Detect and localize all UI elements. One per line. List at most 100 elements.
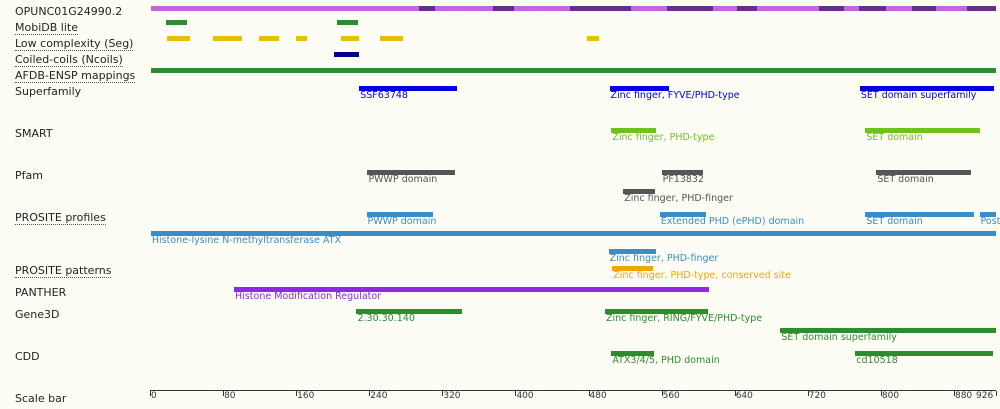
feature-label-prosite-profiles: Extended PHD (ePHD) domain: [660, 216, 805, 227]
feature-bar-pfam[interactable]: [661, 170, 703, 175]
track-label-ncoils[interactable]: Coiled-coils (Ncoils): [15, 53, 123, 67]
track-label-scale: Scale bar: [15, 392, 67, 405]
scale-tick: [442, 391, 444, 396]
track-label-panther: PANTHER: [15, 286, 67, 299]
scale-tick: [150, 391, 151, 396]
feature-bar-pfam[interactable]: [367, 170, 456, 175]
feature-bar-prosite-profiles[interactable]: [608, 249, 657, 254]
track-label-seg[interactable]: Low complexity (Seg): [15, 37, 134, 51]
scale-tick: [588, 391, 590, 396]
scale-tick: [807, 391, 809, 396]
scale-tick-label: 720: [808, 391, 826, 401]
feature-label-prosite-patterns: Zinc finger, PHD-type, conserved site: [613, 270, 791, 281]
feature-bar-seg[interactable]: [586, 36, 600, 41]
feature-label-cdd: cd10518: [856, 355, 898, 366]
scale-tick: [880, 391, 882, 396]
feature-bar-gene3d[interactable]: [604, 309, 709, 314]
track-label-superfamily: Superfamily: [15, 85, 82, 98]
feature-bar-mobidb[interactable]: [166, 20, 188, 25]
feature-label-pfam: PF13832: [662, 174, 705, 185]
track-label-protein: OPUNC01G24990.2: [15, 5, 123, 18]
feature-bar-protein[interactable]: [418, 6, 436, 11]
feature-bar-smart[interactable]: [865, 128, 980, 133]
scale-tick: [996, 391, 997, 396]
feature-label-prosite-profiles: Zinc finger, PHD-finger: [609, 253, 719, 264]
feature-bar-seg[interactable]: [296, 36, 308, 41]
feature-bar-protein[interactable]: [818, 6, 845, 11]
feature-label-pfam: PWWP domain: [368, 174, 438, 185]
scale-tick-label: 160: [297, 391, 315, 401]
feature-bar-protein[interactable]: [597, 6, 631, 11]
feature-label-smart: SET domain: [866, 132, 923, 143]
feature-label-prosite-profiles: SET domain: [866, 216, 923, 227]
feature-bar-seg[interactable]: [213, 36, 243, 41]
feature-bar-pfam[interactable]: [876, 170, 972, 175]
feature-bar-mobidb[interactable]: [337, 20, 359, 25]
feature-bar-gene3d[interactable]: [780, 328, 996, 333]
scale-tick: [953, 391, 955, 396]
feature-bar-seg[interactable]: [380, 36, 404, 41]
feature-bar-panther[interactable]: [234, 287, 710, 292]
feature-label-prosite-profiles: Post: [980, 216, 1000, 227]
scale-tick: [223, 391, 225, 396]
scale-tick-label: 480: [589, 391, 607, 401]
track-label-prosite-patterns[interactable]: PROSITE patterns: [15, 264, 112, 278]
feature-bar-prosite-profiles[interactable]: [865, 212, 975, 217]
scale-tick-label: 320: [443, 391, 461, 401]
feature-label-smart: Zinc finger, PHD-type: [612, 132, 715, 143]
feature-bar-prosite-profiles[interactable]: [150, 231, 996, 236]
feature-label-gene3d: 2.30.30.140: [357, 313, 415, 324]
track-label-pfam: Pfam: [15, 169, 43, 182]
feature-label-prosite-profiles: PWWP domain: [367, 216, 437, 227]
track-label-smart: SMART: [15, 127, 53, 140]
feature-label-superfamily: Zinc finger, FYVE/PHD-type: [610, 90, 740, 101]
feature-bar-protein[interactable]: [492, 6, 514, 11]
feature-bar-prosite-profiles[interactable]: [659, 212, 707, 217]
feature-bar-superfamily[interactable]: [359, 86, 457, 91]
feature-bar-protein[interactable]: [667, 6, 713, 11]
scale-tick-label: 80: [224, 391, 236, 401]
feature-bar-smart[interactable]: [611, 128, 657, 133]
feature-bar-superfamily[interactable]: [859, 86, 995, 91]
track-label-afdb[interactable]: AFDB-ENSP mappings: [15, 69, 136, 83]
feature-label-pfam: Zinc finger, PHD-finger: [624, 193, 733, 204]
feature-bar-protein[interactable]: [966, 6, 996, 11]
feature-bar-seg[interactable]: [167, 36, 191, 41]
scale-tick-label: 560: [662, 391, 680, 401]
feature-bar-pfam[interactable]: [623, 189, 656, 194]
scale-tick-label: 800: [881, 391, 900, 401]
feature-label-prosite-profiles: Histone-lysine N-methyltransferase ATX: [151, 235, 342, 246]
feature-bar-prosite-patterns[interactable]: [612, 266, 654, 271]
feature-bar-prosite-profiles[interactable]: [366, 212, 434, 217]
feature-bar-protein[interactable]: [858, 6, 887, 11]
scale-tick: [734, 391, 736, 396]
feature-bar-ncoils[interactable]: [333, 52, 360, 57]
feature-bar-gene3d[interactable]: [356, 309, 463, 314]
scale-tick: [296, 391, 298, 396]
feature-bar-seg[interactable]: [258, 36, 279, 41]
feature-bar-superfamily[interactable]: [609, 86, 669, 91]
scale-tick-label: 640: [735, 391, 753, 401]
feature-label-cdd: ATX3/4/5, PHD domain: [612, 355, 720, 366]
scale-tick: [515, 391, 517, 396]
feature-bar-seg[interactable]: [340, 36, 360, 41]
feature-bar-protein[interactable]: [911, 6, 936, 11]
scale-tick: [661, 391, 663, 396]
feature-label-panther: Histone Modification Regulator: [235, 291, 382, 302]
track-label-mobidb[interactable]: MobiDB lite: [15, 21, 78, 35]
scale-tick-label: 880: [954, 391, 973, 401]
feature-bar-cdd[interactable]: [611, 351, 655, 356]
feature-bar-protein[interactable]: [736, 6, 757, 11]
scale-axis-line: [150, 390, 996, 391]
feature-bar-afdb[interactable]: [150, 68, 996, 73]
scale-tick: [369, 391, 371, 396]
scale-tick-label: 926: [976, 391, 994, 401]
track-label-prosite-profiles[interactable]: PROSITE profiles: [15, 211, 106, 225]
feature-label-superfamily: SSF63748: [360, 90, 408, 101]
feature-bar-cdd[interactable]: [855, 351, 994, 356]
feature-label-superfamily: SET domain superfamily: [860, 90, 977, 101]
feature-bar-prosite-profiles[interactable]: [979, 212, 996, 217]
feature-bar-protein[interactable]: [570, 6, 598, 11]
feature-label-gene3d: Zinc finger, RING/FYVE/PHD-type: [605, 313, 763, 324]
